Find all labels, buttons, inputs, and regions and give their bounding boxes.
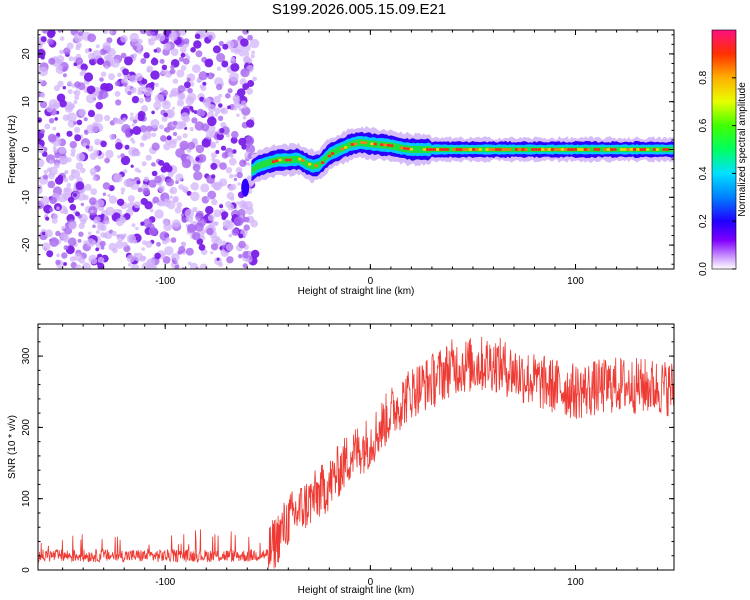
snr-series-line — [38, 336, 674, 569]
colorbar-tick-label: 0.0 — [698, 262, 709, 276]
spectrogram-x-label: Height of straight line (km) — [298, 286, 415, 297]
colorbar — [711, 29, 737, 270]
snr-plot — [38, 336, 674, 569]
y-tick-label: -20 — [21, 237, 32, 252]
colorbar-label: Normalized spectral amplitude — [737, 82, 748, 217]
spectrogram-plot — [38, 30, 674, 269]
spectrogram-y-label: Frequency (Hz) — [7, 115, 18, 184]
y-tick-label: -10 — [21, 190, 32, 205]
x-tick-label: -100 — [155, 276, 175, 287]
x-tick-label: -100 — [155, 577, 175, 588]
colorbar-tick-label: 0.8 — [698, 70, 709, 84]
chart-title: S199.2026.005.15.09.E21 — [271, 1, 447, 18]
x-tick-label: 0 — [368, 577, 374, 588]
y-tick-label: 10 — [21, 96, 32, 108]
y-tick-label: 20 — [21, 48, 32, 60]
y-tick-label: 300 — [21, 347, 32, 364]
colorbar-tick-label: 0.4 — [698, 166, 709, 180]
snr-x-label: Height of straight line (km) — [298, 585, 415, 596]
snr-y-label: SNR (10 * v/v) — [7, 415, 18, 479]
x-tick-label: 100 — [567, 577, 584, 588]
snr-frame — [37, 323, 675, 571]
trace-onset-blob — [241, 178, 250, 197]
x-tick-label: 100 — [567, 276, 584, 287]
y-tick-label: 100 — [21, 490, 32, 507]
y-tick-label: 0 — [21, 146, 32, 152]
colorbar-tick-label: 0.6 — [698, 118, 709, 132]
y-tick-label: 0 — [21, 567, 32, 573]
x-tick-label: 0 — [368, 276, 374, 287]
y-tick-label: 200 — [21, 419, 32, 436]
trace-band-inner — [251, 138, 674, 175]
colorbar-tick-label: 0.2 — [698, 214, 709, 228]
